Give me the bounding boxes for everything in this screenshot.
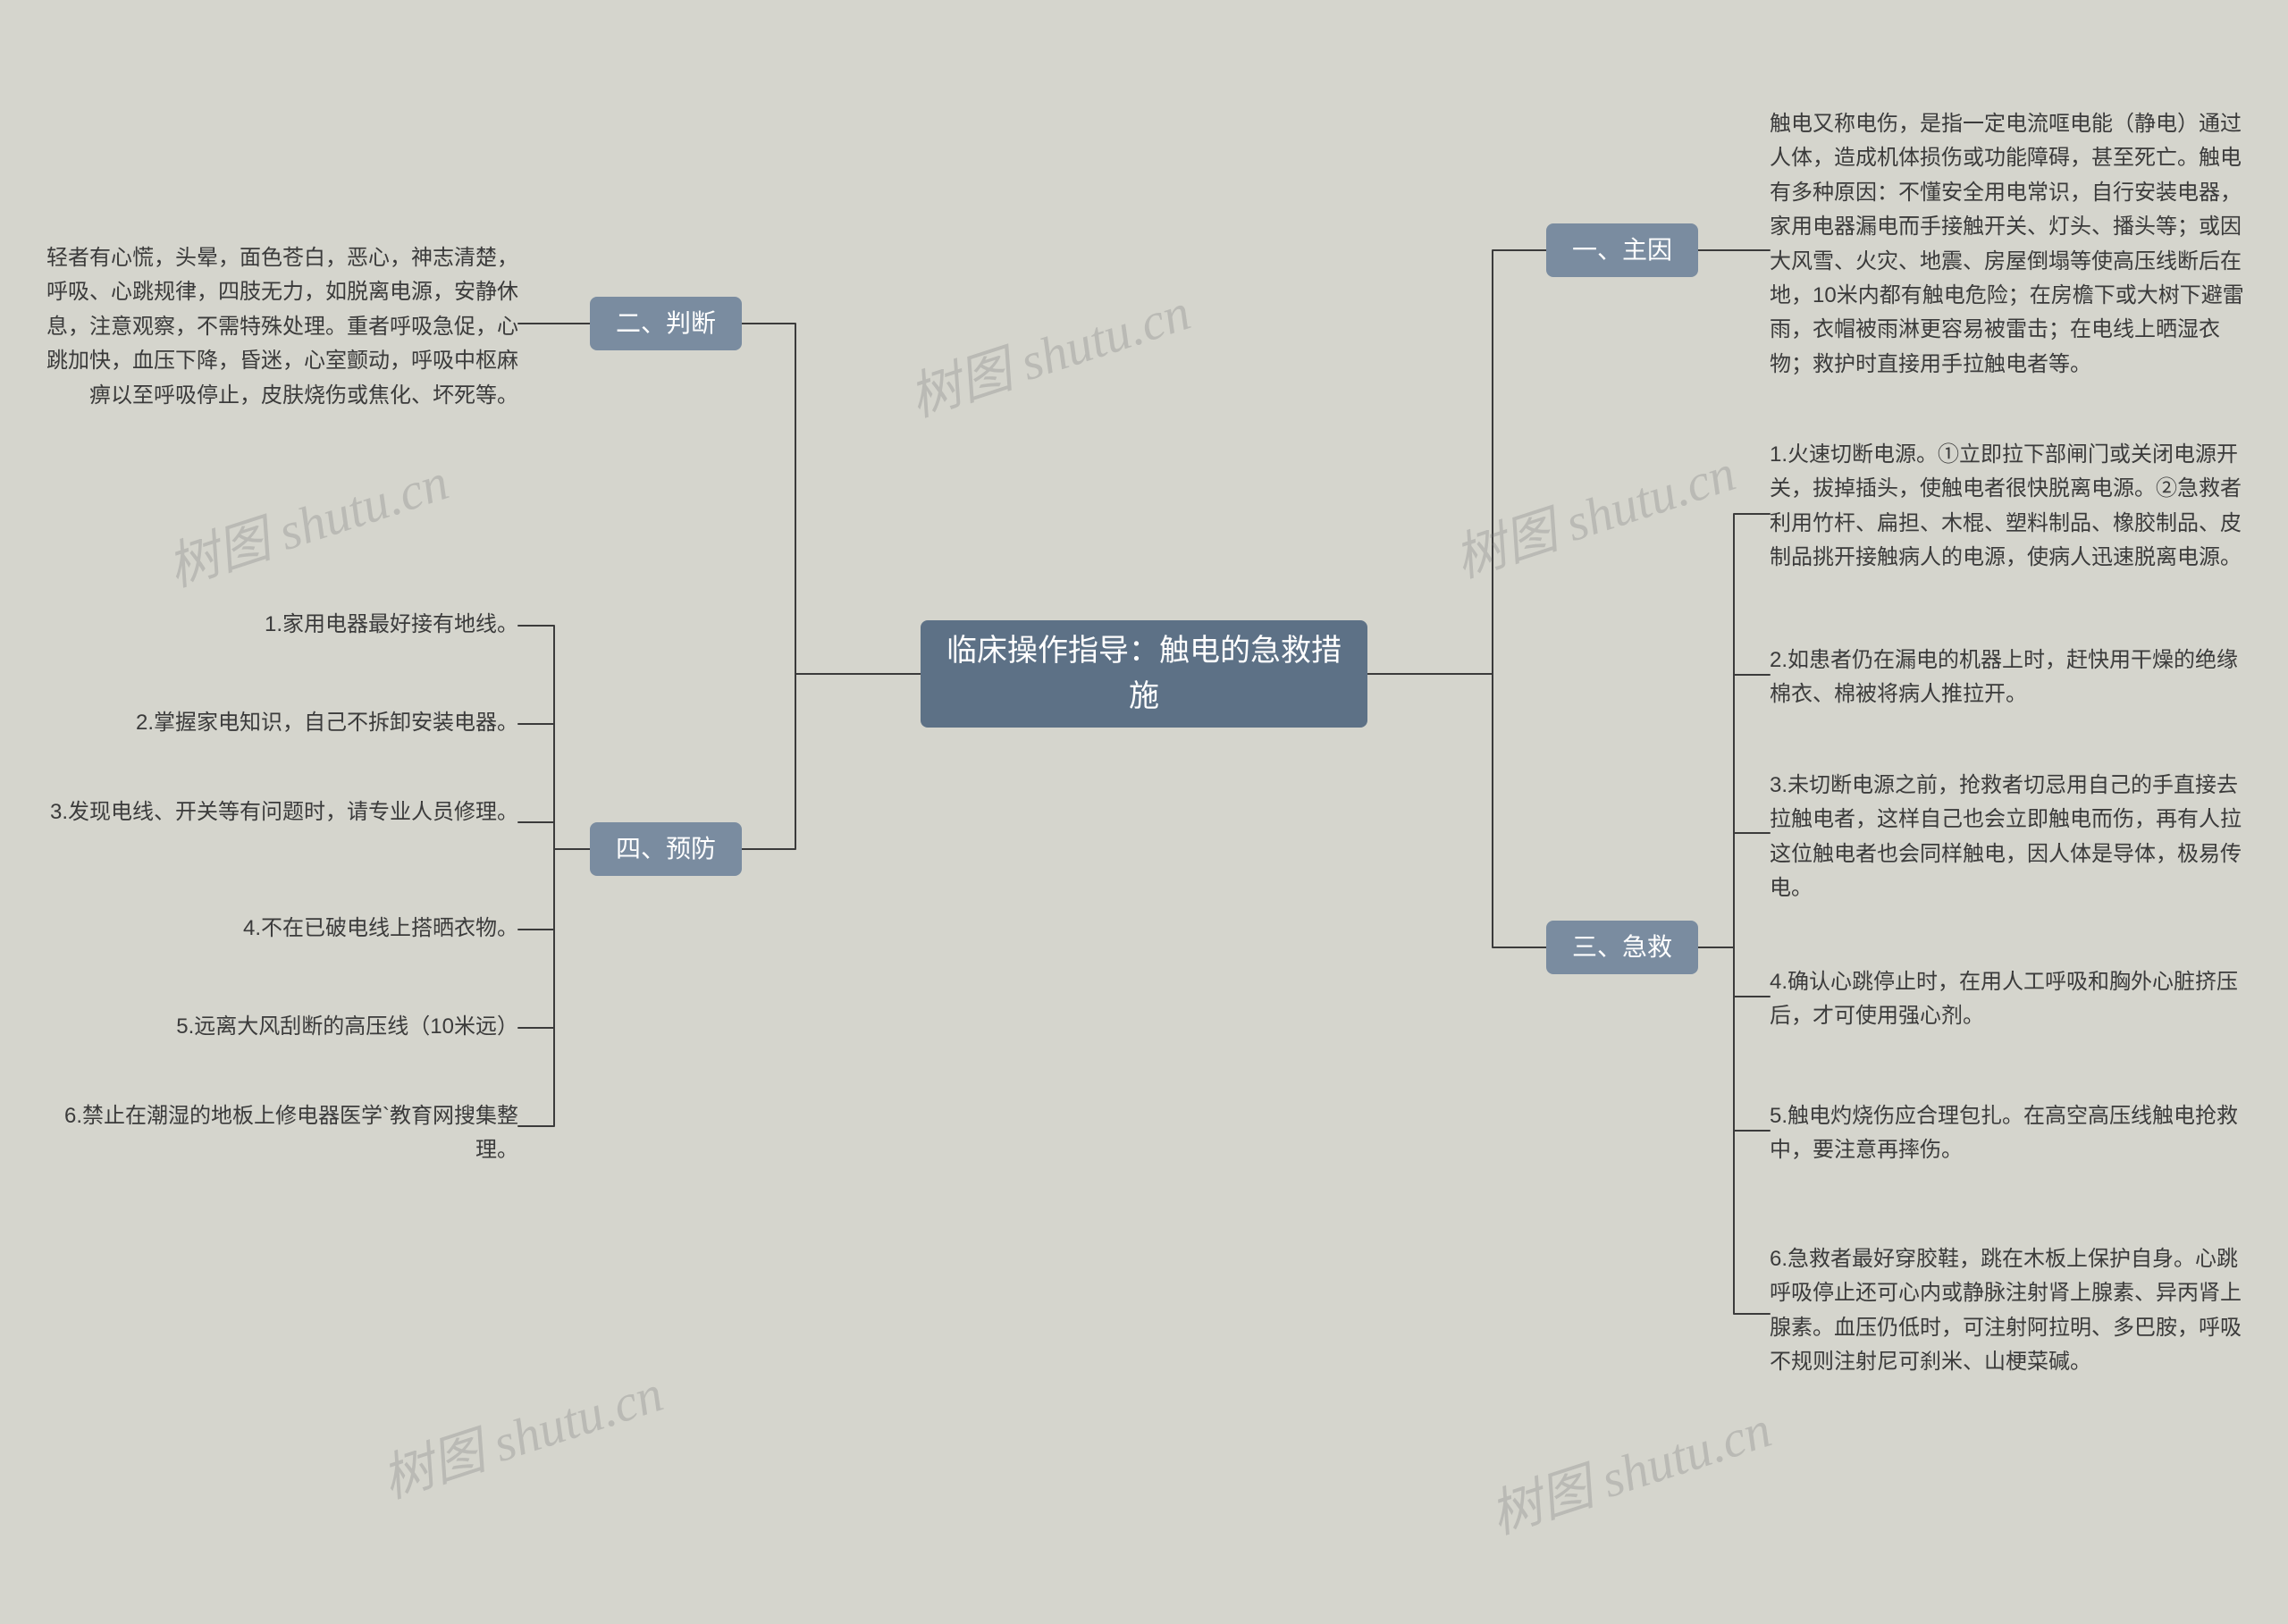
root-node[interactable]: 临床操作指导：触电的急救措施 (921, 620, 1367, 728)
watermark: 树图 shutu.cn (1443, 431, 1743, 592)
leaf-text: 5.触电灼烧伤应合理包扎。在高空高压线触电抢救中，要注意再摔伤。 (1770, 1099, 2252, 1168)
leaf-text: 3.发现电线、开关等有问题时，请专业人员修理。 (45, 795, 518, 829)
branch-node[interactable]: 三、急救 (1546, 921, 1698, 974)
watermark: 树图 shutu.cn (898, 270, 1198, 431)
branch-node[interactable]: 四、预防 (590, 822, 742, 876)
leaf-text: 触电又称电伤，是指一定电流哐电能（静电）通过人体，造成机体损伤或功能障碍，甚至死… (1770, 107, 2252, 382)
leaf-text: 1.家用电器最好接有地线。 (206, 608, 518, 642)
leaf-text: 轻者有心慌，头晕，面色苍白，恶心，神志清楚，呼吸、心跳规律，四肢无力，如脱离电源… (45, 241, 518, 413)
leaf-text: 3.未切断电源之前，抢救者切忌用自己的手直接去拉触电者，这样自己也会立即触电而伤… (1770, 769, 2252, 906)
leaf-text: 2.如患者仍在漏电的机器上时，赶快用干燥的绝缘棉衣、棉被将病人推拉开。 (1770, 644, 2252, 712)
leaf-text: 4.不在已破电线上搭晒衣物。 (188, 912, 518, 946)
branch-node[interactable]: 一、主因 (1546, 223, 1698, 277)
branch-node[interactable]: 二、判断 (590, 297, 742, 350)
leaf-text: 4.确认心跳停止时，在用人工呼吸和胸外心脏挤压后，才可使用强心剂。 (1770, 965, 2252, 1034)
watermark: 树图 shutu.cn (1479, 1387, 1779, 1548)
watermark: 树图 shutu.cn (371, 1351, 670, 1512)
leaf-text: 5.远离大风刮断的高压线（10米远） (116, 1010, 518, 1044)
watermark: 树图 shutu.cn (156, 440, 456, 601)
leaf-text: 6.急救者最好穿胶鞋，跳在木板上保护自身。心跳呼吸停止还可心内或静脉注射肾上腺素… (1770, 1242, 2252, 1380)
leaf-text: 2.掌握家电知识，自己不拆卸安装电器。 (63, 706, 518, 740)
leaf-text: 6.禁止在潮湿的地板上修电器医学`教育网搜集整理。 (45, 1099, 518, 1168)
leaf-text: 1.火速切断电源。①立即拉下部闸门或关闭电源开关，拔掉插头，使触电者很快脱离电源… (1770, 438, 2252, 576)
